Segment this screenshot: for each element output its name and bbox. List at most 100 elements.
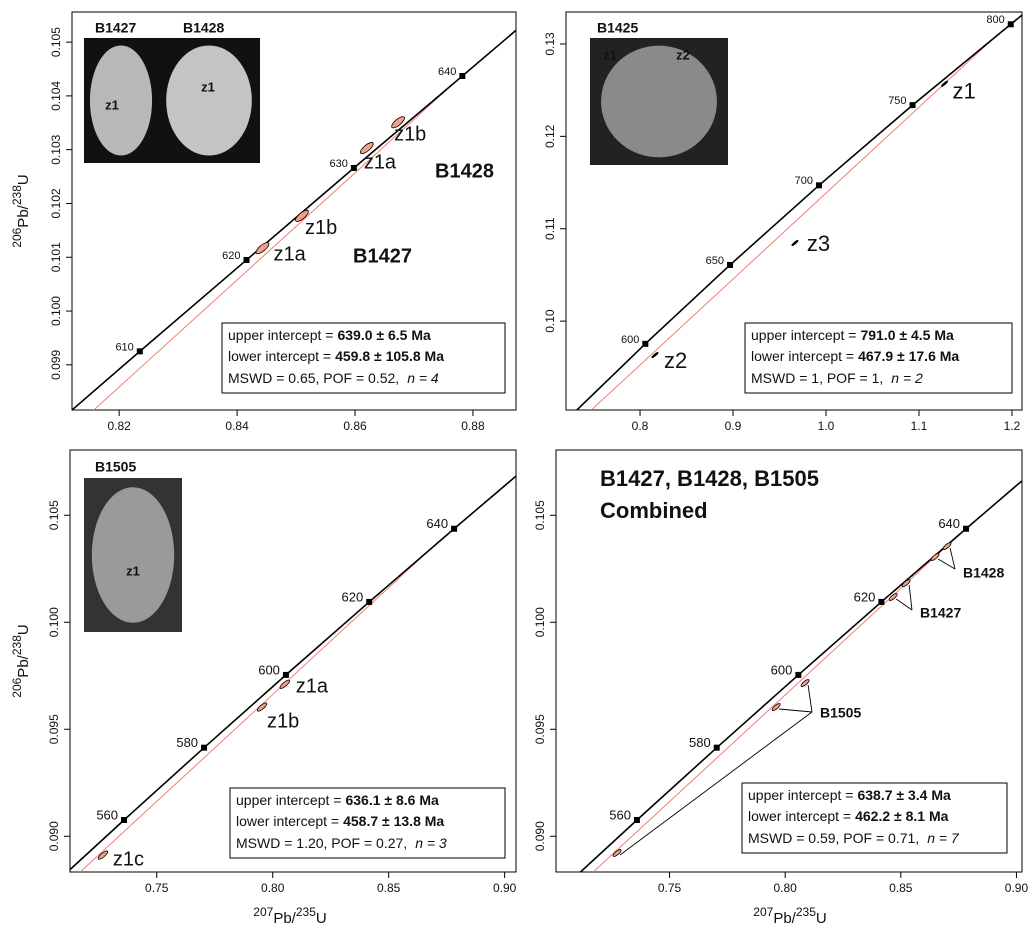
stats-n: n = 4 [407, 370, 439, 386]
stats-line: MSWD = 1.20, POF = 0.27,n = 3 [236, 835, 447, 851]
leader-line [950, 548, 955, 569]
axis-label-part: U [15, 624, 32, 635]
y-tick-label: 0.100 [47, 607, 61, 637]
x-tick-label: 1.1 [911, 419, 928, 433]
point-label: z1a [273, 243, 306, 265]
x-tick-label: 0.90 [493, 881, 517, 895]
stats-label: lower intercept = [236, 813, 339, 829]
age-label: 620 [222, 250, 240, 262]
stats-line: lower intercept =459.8 ± 105.8 Ma [228, 348, 444, 364]
inset-label: z1 [603, 47, 617, 62]
y-tick-label: 0.100 [533, 607, 547, 637]
y-tick-label: 0.099 [49, 349, 63, 379]
point-label: z1a [296, 676, 329, 698]
age-label: 560 [609, 807, 631, 822]
chart-title: B1427, B1428, B1505 [600, 466, 819, 491]
age-marker [244, 257, 250, 263]
axis-label-part: Pb [273, 910, 291, 927]
stats-value: 462.2 ± 8.1 Ma [855, 808, 949, 824]
annotation: B1505 [820, 705, 861, 721]
age-label: 580 [176, 735, 198, 750]
data-ellipse [930, 552, 940, 561]
stats-label: upper intercept = [751, 327, 856, 343]
x-tick-label: 0.8 [632, 419, 649, 433]
x-tick-label: 0.88 [461, 419, 485, 433]
x-axis-label: 207Pb/235U [753, 905, 826, 927]
grain-image [166, 46, 252, 156]
y-tick-label: 0.13 [543, 32, 557, 56]
age-label: 600 [621, 334, 639, 346]
y-tick-label: 0.104 [49, 81, 63, 111]
age-marker [795, 672, 801, 678]
stats-fit: MSWD = 1.20, POF = 0.27, [236, 835, 407, 851]
axis-label-part: 206 [10, 227, 24, 247]
figure: B1427z1B1428z10.820.840.860.880.0990.100… [0, 0, 1032, 929]
stats-label: upper intercept = [748, 787, 853, 803]
age-marker [816, 182, 822, 188]
stats-value: 639.0 ± 6.5 Ma [337, 327, 431, 343]
data-ellipse [791, 240, 798, 247]
point-label: z1a [364, 151, 397, 173]
age-marker [642, 341, 648, 347]
x-tick-label: 0.75 [145, 881, 169, 895]
age-marker [459, 73, 465, 79]
axis-label-part: 238 [10, 185, 24, 205]
annotation: B1428 [963, 565, 1004, 581]
age-marker [634, 817, 640, 823]
stats-value: 636.1 ± 8.6 Ma [345, 792, 439, 808]
point-label: z2 [664, 348, 687, 373]
y-axis-label: 206Pb/238U [10, 624, 32, 697]
x-tick-label: 1.2 [1004, 419, 1021, 433]
age-marker [714, 745, 720, 751]
leader-line [779, 709, 812, 712]
axis-label-part: 235 [296, 905, 316, 919]
age-label: 600 [771, 662, 793, 677]
stats-line: upper intercept =636.1 ± 8.6 Ma [236, 792, 439, 808]
y-tick-label: 0.100 [49, 296, 63, 326]
stats-label: upper intercept = [228, 327, 333, 343]
x-tick-label: 0.85 [377, 881, 401, 895]
inset-title: B1428 [183, 20, 224, 36]
stats-line: MSWD = 0.65, POF = 0.52, n = 4 [228, 370, 439, 386]
age-label: 650 [706, 255, 724, 267]
stats-value: 458.7 ± 13.8 Ma [343, 813, 444, 829]
stats-line: lower intercept =462.2 ± 8.1 Ma [748, 808, 949, 824]
inset-title: B1505 [95, 459, 136, 475]
chart-title: Combined [600, 498, 708, 523]
stats-line: upper intercept =639.0 ± 6.5 Ma [228, 327, 431, 343]
leader-line [909, 585, 912, 610]
stats-fit: MSWD = 0.59, POF = 0.71, [748, 830, 919, 846]
age-label: 620 [854, 589, 876, 604]
point-label: z3 [807, 231, 830, 256]
inset-label: z1 [105, 97, 119, 112]
inset-label: z1 [201, 79, 215, 94]
axis-label-part: 206 [10, 677, 24, 697]
age-label: 600 [258, 662, 280, 677]
point-label: z1c [113, 848, 144, 870]
x-tick-label: 0.80 [774, 881, 798, 895]
axis-label-part: 207 [753, 905, 773, 919]
age-label: 560 [96, 807, 118, 822]
age-label: 750 [888, 95, 906, 107]
grain-image [92, 487, 174, 623]
stats-n: n = 2 [891, 370, 923, 386]
age-marker [451, 526, 457, 532]
grain-image [90, 46, 152, 156]
x-tick-label: 0.80 [261, 881, 285, 895]
stats-label: lower intercept = [751, 348, 854, 364]
stats-line: MSWD = 0.59, POF = 0.71,n = 7 [748, 830, 960, 846]
axis-label-part: Pb [15, 659, 32, 677]
age-marker [910, 102, 916, 108]
x-tick-label: 0.84 [225, 419, 249, 433]
age-label: 640 [938, 516, 960, 531]
stats-value: 459.8 ± 105.8 Ma [335, 348, 444, 364]
x-tick-label: 0.9 [725, 419, 742, 433]
y-tick-label: 0.11 [543, 217, 557, 240]
leader-line [938, 559, 955, 569]
age-label: 620 [341, 589, 363, 604]
stats-fit: MSWD = 0.65, POF = 0.52, [228, 370, 399, 386]
age-marker [963, 526, 969, 532]
age-marker [1008, 21, 1014, 27]
